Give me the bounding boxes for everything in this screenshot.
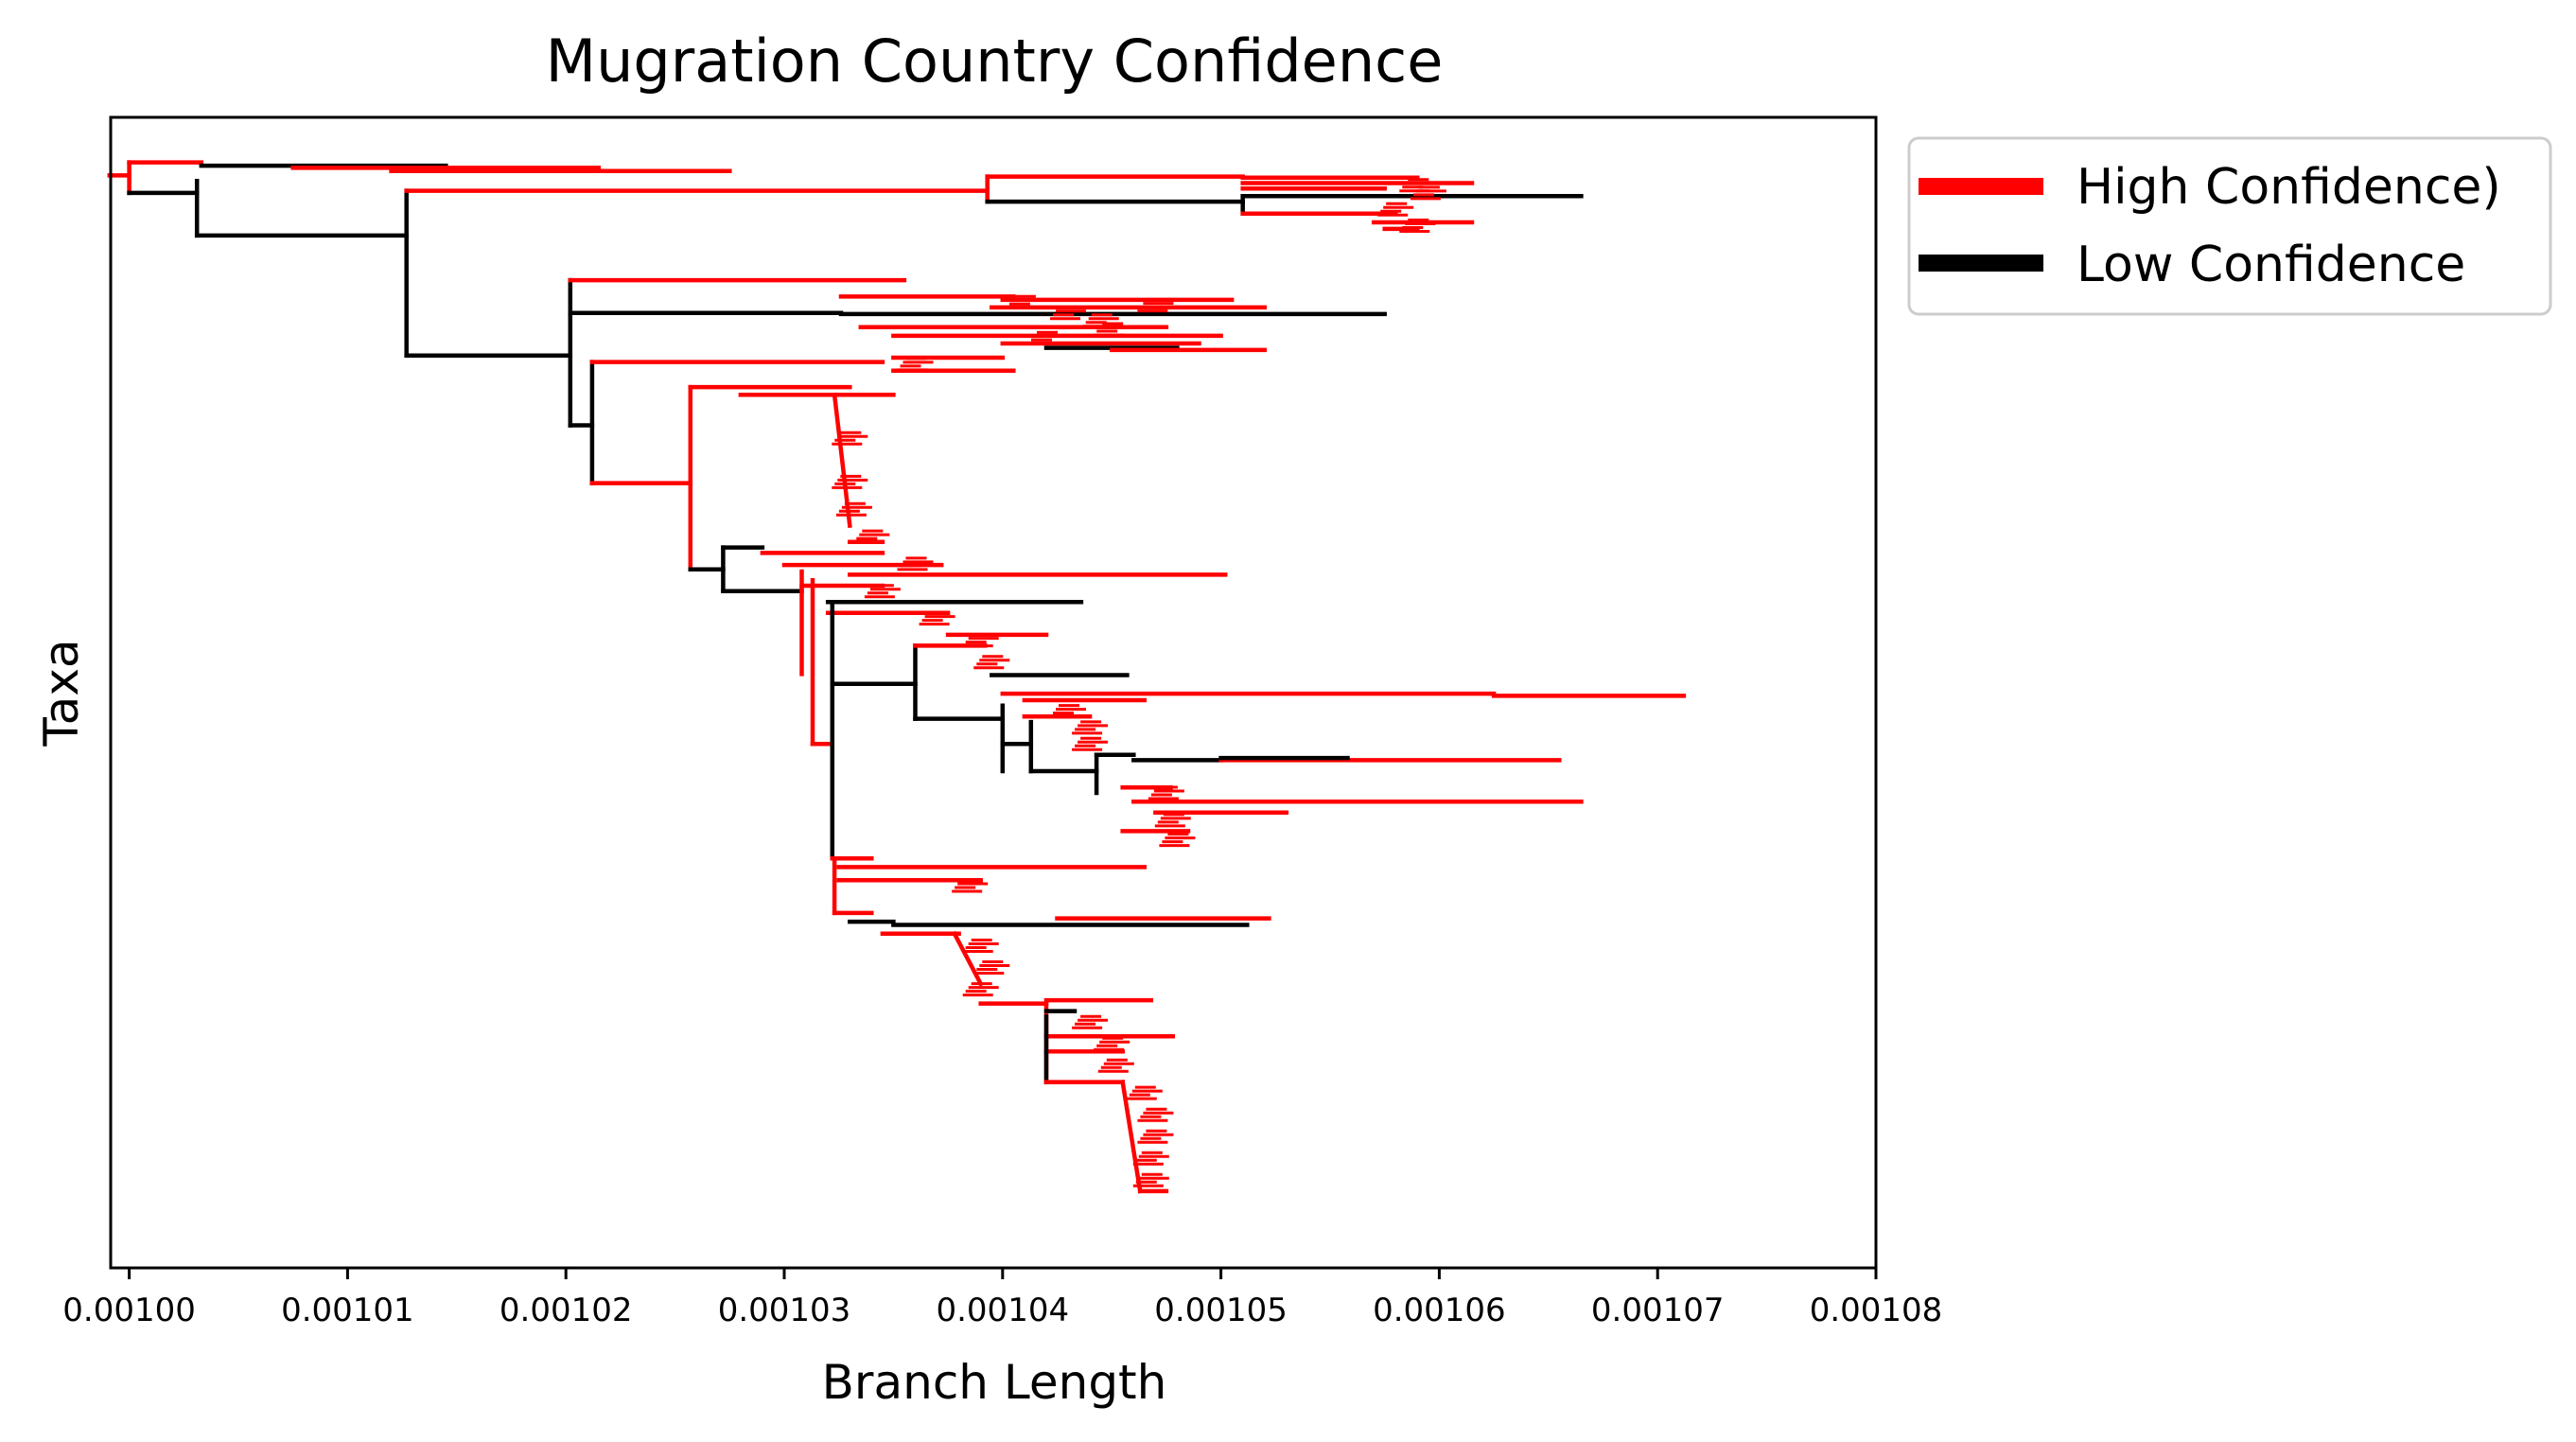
legend-box (1907, 136, 2552, 316)
legend: High Confidence) Low Confidence (1907, 136, 2552, 316)
tree-branch (1120, 1080, 1143, 1194)
tree-branch (951, 930, 984, 987)
x-tick-label: 0.00103 (718, 1292, 851, 1329)
x-tick-label: 0.00105 (1154, 1292, 1288, 1329)
chart-title: Mugration Country Confidence (546, 26, 1444, 96)
plot-frame (109, 115, 1878, 1270)
x-tick-label: 0.00106 (1373, 1292, 1506, 1329)
legend-label-low: Low Confidence (2077, 237, 2465, 293)
tree-branches (107, 160, 1687, 1194)
legend-label-high: High Confidence) (2077, 159, 2501, 216)
x-tick-label: 0.00107 (1591, 1292, 1725, 1329)
x-tick-label: 0.00108 (1810, 1292, 1943, 1329)
x-axis-label: Branch Length (822, 1355, 1167, 1410)
x-axis-ticks: 0.00100 0.00101 0.00102 0.00103 0.00104 0.001… (62, 1268, 1942, 1329)
y-axis-label: Taxa (34, 639, 89, 747)
x-tick-label: 0.00100 (62, 1292, 196, 1329)
x-tick-label: 0.00101 (281, 1292, 414, 1329)
x-tick-label: 0.00104 (936, 1292, 1069, 1329)
x-tick-label: 0.00102 (499, 1292, 633, 1329)
